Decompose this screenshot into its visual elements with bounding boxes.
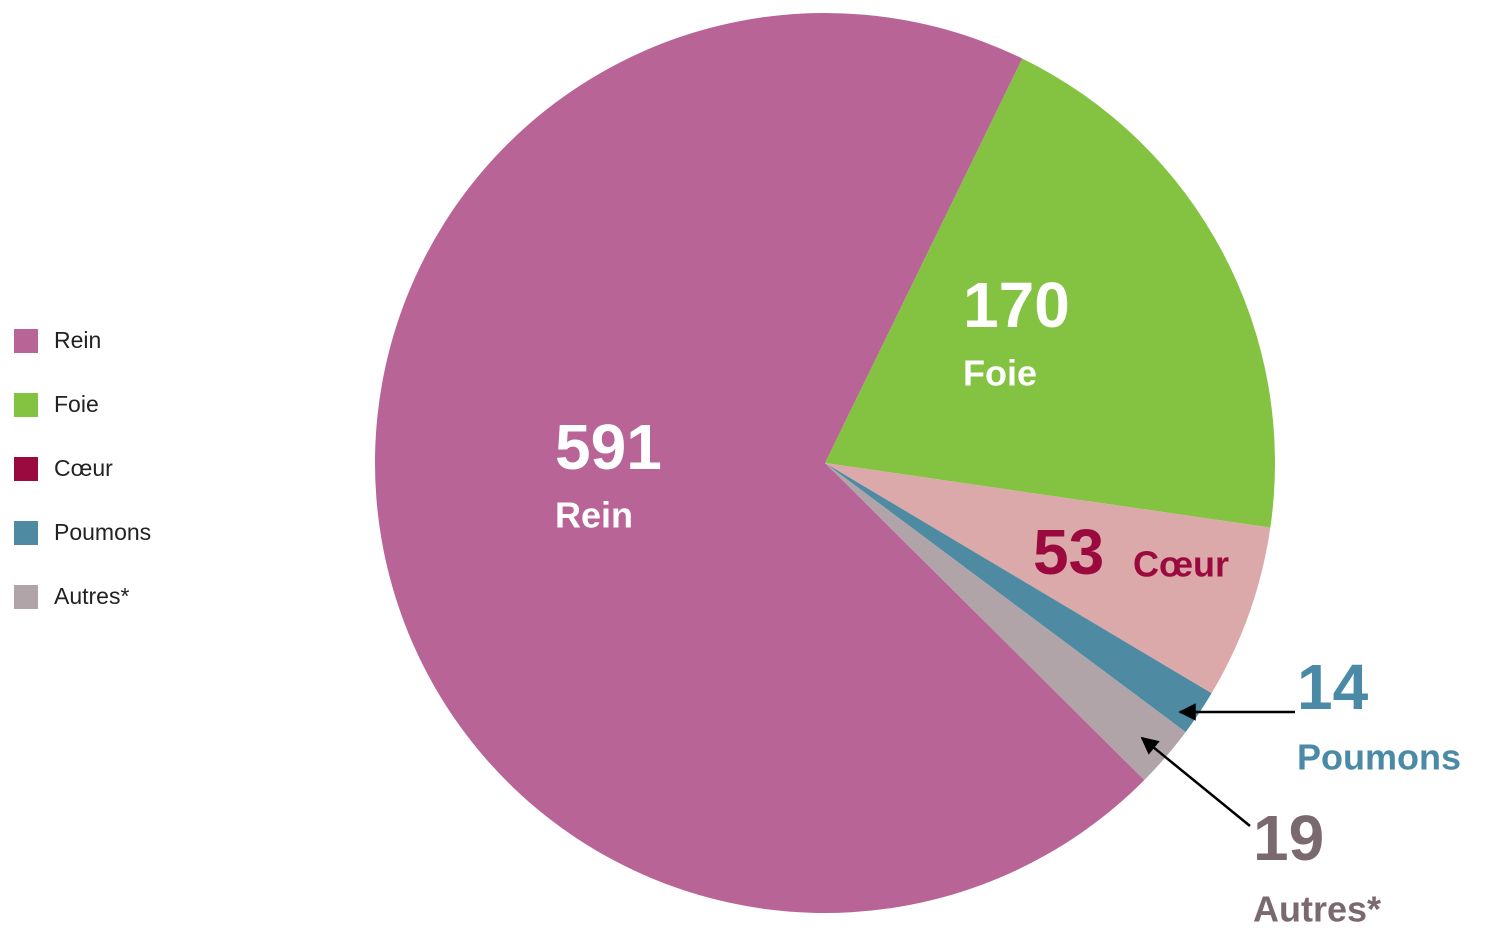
- pie: [375, 12, 1276, 914]
- legend-label: Rein: [54, 327, 101, 353]
- pie-slice: [825, 463, 1271, 694]
- legend-swatch: [14, 329, 38, 353]
- data-label: 14: [1297, 651, 1369, 723]
- legend-label: Foie: [54, 391, 99, 417]
- pie-slice: [825, 463, 1186, 781]
- legend-swatch: [14, 393, 38, 417]
- slice-label: Rein: [555, 495, 633, 536]
- legend-label: Autres*: [54, 583, 129, 609]
- pie-slice: [825, 463, 1212, 733]
- legend-swatch: [14, 457, 38, 481]
- data-label: 170: [963, 269, 1070, 341]
- pie-slice: [375, 12, 1145, 914]
- slice-label: Poumons: [1297, 737, 1461, 778]
- data-label: 19: [1253, 802, 1324, 874]
- legend-swatch: [14, 585, 38, 609]
- leader-arrow: [1140, 736, 1251, 827]
- legend-label: Cœur: [54, 455, 113, 481]
- slice-label: Autres*: [1253, 889, 1381, 930]
- data-label: 53: [1033, 516, 1104, 588]
- slice-label: Cœur: [1133, 544, 1229, 585]
- legend-label: Poumons: [54, 519, 151, 545]
- pie-slice: [825, 58, 1276, 528]
- slice-label: Foie: [963, 353, 1037, 394]
- legend-swatch: [14, 521, 38, 545]
- data-label: 591: [555, 411, 662, 483]
